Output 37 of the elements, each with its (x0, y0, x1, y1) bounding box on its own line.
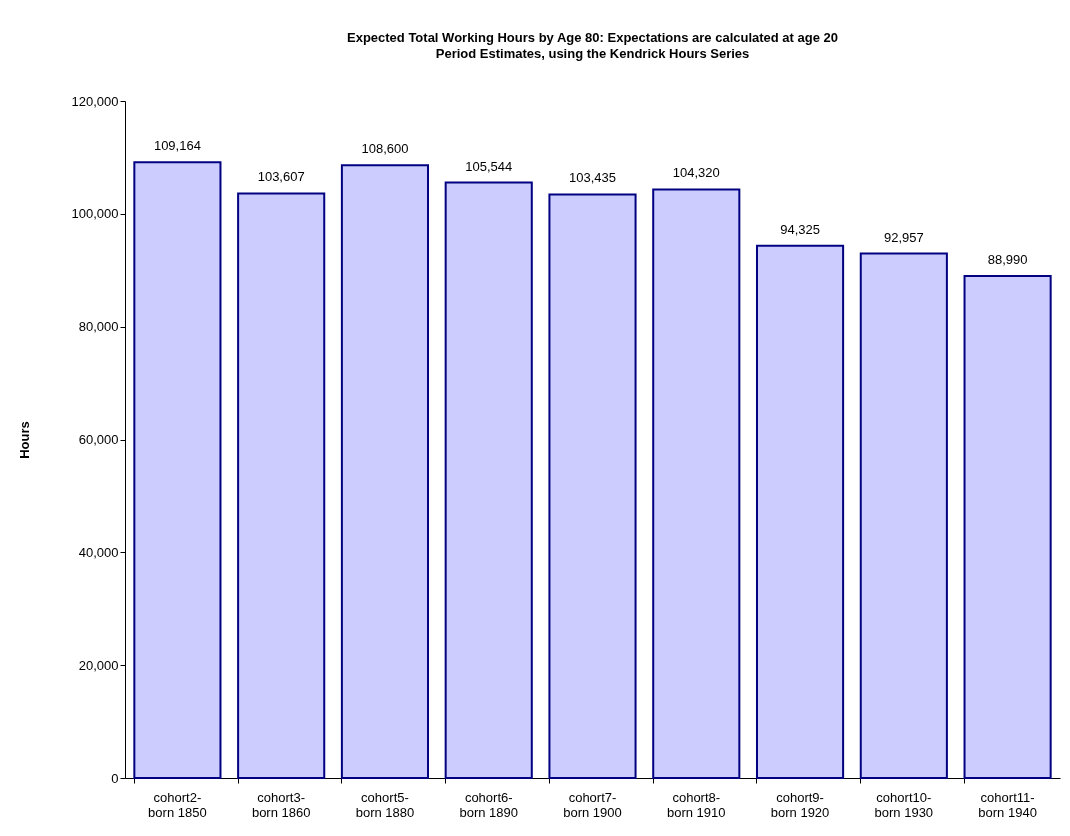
data-label: 104,320 (672, 165, 720, 181)
data-label: 105,544 (465, 158, 513, 174)
bar (444, 181, 533, 779)
y-tick-label: 80,000 (78, 319, 119, 335)
data-label: 103,607 (257, 169, 305, 185)
y-tick-label: 120,000 (71, 93, 119, 109)
x-tick-label: cohort5- born 1880 (355, 789, 415, 820)
y-tick-label: 0 (111, 770, 119, 786)
y-tick-label: 100,000 (71, 206, 119, 222)
bar (859, 252, 948, 779)
y-tick-label: 20,000 (78, 657, 119, 673)
data-label: 92,957 (883, 229, 924, 245)
bar (340, 164, 430, 779)
x-tick-label: cohort10- born 1930 (874, 789, 934, 820)
chart-title: Expected Total Working Hours by Age 80: Expectations are calculated at age 20 (346, 30, 839, 45)
bar (548, 193, 637, 779)
data-label: 108,600 (361, 141, 409, 157)
chart-subtitle: Period Estimates, using the Kendrick Hours Series (435, 46, 750, 61)
x-tick-label: cohort9- born 1920 (770, 789, 830, 820)
y-axis-title: Hours (16, 421, 32, 459)
data-label: 109,164 (153, 138, 201, 154)
bar (755, 244, 845, 779)
data-label: 88,990 (987, 251, 1028, 267)
x-tick-label: cohort11- born 1940 (978, 789, 1037, 820)
bar (237, 192, 326, 779)
bar (652, 188, 741, 779)
x-tick-label: cohort3- born 1860 (251, 789, 311, 820)
bar (963, 274, 1052, 779)
bar (133, 161, 222, 779)
x-tick-label: cohort7- born 1900 (563, 789, 622, 820)
x-tick-label: cohort6- born 1890 (459, 789, 519, 820)
y-tick-label: 40,000 (78, 544, 119, 560)
y-tick-label: 60,000 (78, 432, 119, 447)
x-tick-label: cohort2- born 1850 (148, 789, 207, 820)
x-tick-label: cohort8- born 1910 (666, 789, 726, 820)
data-label: 103,435 (569, 170, 616, 186)
data-label: 94,325 (780, 221, 820, 237)
